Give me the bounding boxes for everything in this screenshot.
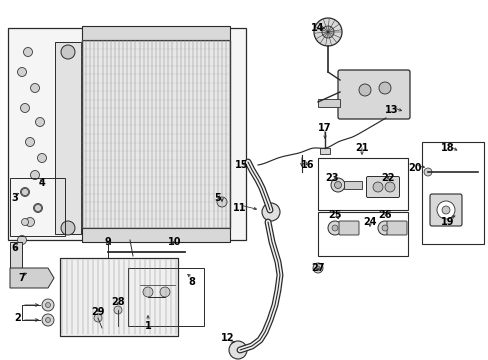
Circle shape [381,225,387,231]
Circle shape [30,171,40,180]
Circle shape [423,168,431,176]
Circle shape [42,299,54,311]
Bar [10,242,22,286]
Bar [421,142,483,244]
Bar [10,178,65,236]
Bar [319,148,329,154]
Text: 26: 26 [378,210,391,220]
Bar [317,99,339,107]
Bar [60,258,178,336]
Circle shape [436,201,454,219]
Circle shape [18,235,26,244]
Text: 11: 11 [233,203,246,213]
Bar [128,268,203,326]
Bar [60,258,178,336]
Circle shape [321,26,333,38]
Bar [82,26,229,40]
Circle shape [334,181,341,189]
FancyBboxPatch shape [386,221,406,235]
Text: 7: 7 [19,273,25,283]
Text: 5: 5 [214,193,221,203]
Circle shape [358,84,370,96]
Text: 27: 27 [311,263,324,273]
Circle shape [42,314,54,326]
Circle shape [23,48,32,57]
Circle shape [384,182,394,192]
Circle shape [25,217,35,226]
Circle shape [94,314,102,322]
Circle shape [45,318,50,323]
Circle shape [25,138,35,147]
Bar [317,212,407,256]
FancyBboxPatch shape [337,70,409,119]
Bar [82,40,229,228]
Text: 28: 28 [111,297,124,307]
Text: 29: 29 [91,307,104,317]
Text: 2: 2 [15,313,21,323]
Text: 24: 24 [363,217,376,227]
Circle shape [441,206,449,214]
Text: 18: 18 [440,143,454,153]
Text: 4: 4 [39,178,45,188]
Text: 22: 22 [381,173,394,183]
Circle shape [35,204,41,212]
Bar [343,181,361,189]
Text: 19: 19 [440,217,454,227]
Circle shape [114,306,122,314]
Circle shape [228,341,246,359]
Text: 8: 8 [188,277,195,287]
FancyBboxPatch shape [429,194,461,226]
Circle shape [34,203,42,212]
Bar [82,40,229,228]
Circle shape [142,287,153,297]
Circle shape [61,45,75,59]
Circle shape [20,188,29,197]
Circle shape [61,221,75,235]
Circle shape [18,68,26,77]
Text: 9: 9 [104,237,111,247]
Bar [8,28,245,240]
Text: 1: 1 [144,321,151,331]
FancyBboxPatch shape [338,221,358,235]
Circle shape [327,221,341,235]
Text: 23: 23 [325,173,338,183]
Circle shape [217,197,226,207]
Circle shape [377,221,391,235]
Circle shape [313,18,341,46]
Circle shape [38,153,46,162]
Circle shape [21,189,28,195]
Circle shape [21,219,28,225]
Circle shape [262,203,280,221]
Circle shape [36,117,44,126]
Text: 21: 21 [354,143,368,153]
Circle shape [378,82,390,94]
Bar [55,42,81,234]
FancyBboxPatch shape [366,176,399,198]
Circle shape [45,302,50,307]
Circle shape [315,266,319,270]
Circle shape [20,104,29,113]
Text: 17: 17 [318,123,331,133]
Text: 16: 16 [301,160,314,170]
Text: 15: 15 [235,160,248,170]
Circle shape [330,178,345,192]
Bar [82,228,229,242]
Text: 25: 25 [327,210,341,220]
Circle shape [331,225,337,231]
Text: 14: 14 [311,23,324,33]
Circle shape [30,84,40,93]
Text: 13: 13 [385,105,398,115]
Text: 10: 10 [168,237,182,247]
Circle shape [160,287,170,297]
Bar [317,158,407,210]
Polygon shape [10,268,54,288]
Circle shape [372,182,382,192]
Text: 12: 12 [221,333,234,343]
Text: 6: 6 [12,243,19,253]
Circle shape [312,263,323,273]
Text: 3: 3 [12,193,19,203]
Text: 20: 20 [407,163,421,173]
